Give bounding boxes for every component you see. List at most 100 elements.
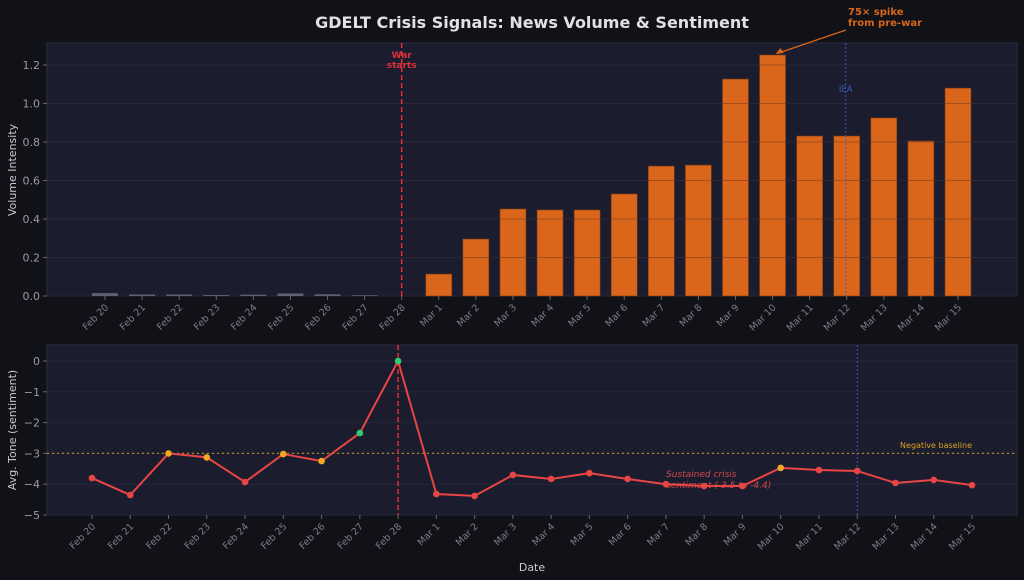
point-mar-3 (509, 471, 517, 479)
bar-mar-9 (722, 78, 749, 297)
y-tick-label: −5 (24, 509, 40, 522)
x-tick-label: Mar 10 (748, 302, 779, 333)
x-tick-label: Feb 20 (81, 302, 111, 332)
x-tick-label: Feb 21 (106, 521, 136, 551)
x-tick-label: Mar 3 (492, 521, 519, 548)
x-tick-label: Mar 4 (529, 302, 556, 329)
x-tick-label: Mar 12 (832, 521, 863, 552)
x-tick-label: Mar 5 (569, 521, 596, 548)
y-tick-label: 0.8 (23, 136, 41, 149)
x-tick-label: Mar 5 (566, 302, 593, 329)
x-tick-label: Mar 11 (785, 302, 816, 333)
iea-label: IEA (839, 85, 853, 95)
x-tick-label: Feb 20 (68, 521, 98, 551)
bar-feb-27 (351, 295, 378, 296)
x-tick-label: Feb 21 (118, 302, 148, 332)
x-axis-label: Date (519, 561, 546, 574)
point-mar-7 (662, 480, 670, 488)
point-mar-1 (433, 490, 440, 498)
bar-feb-22 (166, 294, 193, 296)
bar-mar-11 (796, 135, 823, 297)
chart-title: GDELT Crisis Signals: News Volume & Sent… (315, 13, 749, 32)
x-tick-label: Mar 12 (822, 302, 853, 333)
bar-mar-13 (870, 117, 898, 297)
point-feb-20 (88, 474, 96, 482)
y-tick-label: 0 (33, 355, 40, 368)
x-tick-label: Mar 14 (909, 521, 940, 552)
point-mar-15 (968, 481, 976, 489)
x-tick-label: Mar 9 (722, 521, 749, 548)
crisis-annotation: Sustained crisis (666, 470, 737, 480)
x-tick-label: Mar 15 (947, 521, 978, 552)
x-tick-label: Mar 7 (645, 521, 672, 548)
x-tick-label: Feb 27 (340, 302, 370, 332)
bar-mar-8 (685, 164, 712, 297)
x-tick-label: Mar 14 (896, 302, 927, 333)
x-tick-label: Mar 7 (641, 302, 668, 329)
x-tick-label: Mar 9 (715, 302, 742, 329)
point-feb-24 (241, 478, 249, 486)
point-mar-10 (777, 464, 784, 472)
bar-mar-7 (648, 165, 675, 297)
bar-mar-14 (907, 140, 935, 297)
bar-feb-26 (314, 294, 341, 296)
war-label: starts (387, 61, 417, 71)
x-tick-label: Feb 26 (297, 521, 327, 551)
bar-mar-2 (462, 238, 490, 297)
spike-label: 75× spike (848, 7, 904, 18)
point-mar-4 (547, 475, 555, 483)
arrow-head-icon (775, 47, 784, 54)
bar-mar-5 (573, 209, 601, 297)
y-tick-label: −4 (24, 478, 40, 491)
bar-feb-25 (277, 293, 304, 296)
x-tick-label: Feb 23 (183, 521, 213, 551)
x-tick-label: Mar 10 (756, 521, 787, 552)
y-tick-label: 1.0 (23, 98, 41, 111)
x-tick-label: Feb 22 (144, 521, 174, 551)
point-feb-22 (165, 450, 172, 457)
point-feb-25 (280, 450, 287, 458)
point-feb-23 (203, 454, 211, 461)
point-mar-13 (892, 479, 899, 487)
bottom-plot-area (46, 344, 1018, 516)
baseline-label: Negative baseline (900, 441, 972, 450)
y-tick-label: −1 (24, 386, 40, 399)
y-tick-label: −2 (24, 417, 40, 430)
spike-label: from pre-war (848, 18, 922, 29)
x-tick-label: Mar 6 (607, 521, 634, 548)
point-feb-26 (318, 457, 325, 465)
x-tick-label: Feb 25 (259, 521, 289, 551)
x-tick-label: Mar 13 (870, 521, 901, 552)
y-tick-label: 0.0 (23, 290, 41, 303)
point-feb-27 (356, 429, 364, 437)
x-tick-label: Feb 25 (266, 302, 296, 332)
spike-arrow (778, 29, 847, 54)
x-tick-label: Mar 11 (794, 521, 825, 552)
x-tick-label: Mar 1 (416, 521, 443, 548)
bar-feb-23 (203, 295, 230, 296)
y-tick-label: 0.4 (23, 213, 41, 226)
point-mar-8 (700, 482, 708, 490)
point-mar-2 (471, 492, 478, 500)
x-tick-label: Mar 8 (678, 302, 705, 329)
point-mar-12 (853, 467, 861, 475)
x-tick-label: Mar 3 (492, 302, 519, 329)
y-tick-label: 0.2 (23, 252, 41, 265)
sentiment-line (91, 358, 973, 497)
bar-feb-24 (240, 294, 267, 296)
point-feb-28 (394, 357, 402, 365)
bar-mar-12 (833, 135, 861, 297)
y-axis-label: Avg. Tone (sentiment) (6, 370, 19, 490)
x-tick-label: Feb 23 (192, 302, 222, 332)
x-tick-label: Feb 24 (229, 302, 259, 332)
x-tick-label: Mar 6 (603, 302, 630, 329)
x-tick-label: Feb 26 (303, 302, 333, 332)
bar-mar-15 (944, 87, 972, 297)
x-tick-label: Mar 15 (933, 302, 964, 333)
y-tick-label: 1.2 (23, 59, 41, 72)
point-feb-21 (126, 491, 134, 499)
x-tick-label: Feb 28 (374, 521, 404, 551)
point-mar-9 (739, 482, 746, 490)
x-tick-label: Mar 8 (683, 521, 710, 548)
